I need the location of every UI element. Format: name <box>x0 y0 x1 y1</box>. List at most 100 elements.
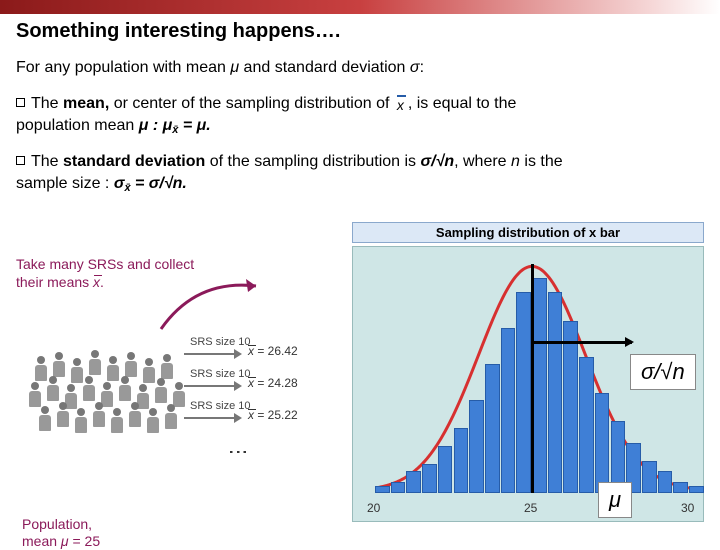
bullet-sd: The standard deviation of the sampling d… <box>0 149 720 207</box>
bullet-icon <box>16 98 25 107</box>
srs-value: x = 25.22 <box>248 408 298 422</box>
person-icon <box>160 354 174 380</box>
person-icon <box>38 406 52 432</box>
srs-row: SRS size 10 x = 25.22 <box>184 402 354 434</box>
histogram-bar <box>642 461 657 493</box>
xbar-icon: x <box>394 93 408 111</box>
histogram-bar <box>673 482 688 493</box>
sigma-symbol: σ <box>410 59 420 76</box>
axis-tick-label: 25 <box>524 501 537 515</box>
b2-t9: σ <box>114 175 125 192</box>
histogram-bar <box>469 400 484 493</box>
srs-arrows: SRS size 10 x = 26.42 SRS size 10 x = 24… <box>184 338 354 434</box>
person-icon <box>124 352 138 378</box>
srs-size-label: SRS size 10 <box>190 368 251 380</box>
person-icon <box>88 350 102 376</box>
header-accent-bar <box>0 0 720 14</box>
sigma-arrow-icon <box>532 341 632 344</box>
histogram-bar <box>516 292 531 493</box>
b1-t1: The <box>31 95 63 112</box>
mu-label: μ <box>598 482 632 518</box>
person-icon <box>56 402 70 428</box>
take-line1: Take many SRSs and collect <box>16 256 194 272</box>
person-icon <box>82 376 96 402</box>
srs-value: x = 24.28 <box>248 376 298 390</box>
histogram-bar <box>485 364 500 493</box>
axis-tick-label: 30 <box>681 501 694 515</box>
histogram-bar <box>501 328 516 493</box>
person-icon <box>92 402 106 428</box>
person-icon <box>74 408 88 434</box>
person-icon <box>52 352 66 378</box>
histogram-bar <box>406 471 421 493</box>
person-icon <box>118 376 132 402</box>
b2-t2: standard deviation <box>63 153 205 170</box>
bullet-icon <box>16 156 25 165</box>
person-icon <box>146 408 160 434</box>
histogram-bar <box>532 278 547 493</box>
histogram-bar <box>422 464 437 493</box>
b1-t3: or center of the sampling distribution o… <box>109 95 394 112</box>
arrow-to-plot-icon <box>156 274 266 334</box>
person-icon <box>110 408 124 434</box>
b2-t10: = σ/√n. <box>131 175 187 192</box>
b1-t4: , is equal to the <box>408 95 517 112</box>
intro-p1: For any population with mean <box>16 59 230 76</box>
srs-size-label: SRS size 10 <box>190 336 251 348</box>
histogram-bar <box>595 393 610 493</box>
srs-v0: = 26.42 <box>257 344 297 358</box>
mu-symbol: μ <box>230 59 239 76</box>
pop-l2: mean μ = 25 <box>22 533 100 549</box>
person-icon <box>46 376 60 402</box>
histogram-bar <box>438 446 453 493</box>
histogram-bar <box>548 292 563 493</box>
histogram-bar <box>454 428 469 493</box>
pop-l1: Population, <box>22 516 92 532</box>
bullet-mean: The mean, or center of the sampling dist… <box>0 91 720 149</box>
b2-t4: σ/√n <box>420 153 454 170</box>
page-title: Something interesting happens…. <box>0 14 720 53</box>
histogram-bar <box>375 486 390 493</box>
b2-t3: of the sampling distribution is <box>205 153 420 170</box>
histogram-bar <box>658 471 673 493</box>
person-icon <box>128 402 142 428</box>
axis-tick-label: 20 <box>367 501 380 515</box>
histogram-bar <box>689 486 704 493</box>
arrow-right-icon <box>184 414 242 422</box>
ellipsis-icon: ⋮ <box>226 442 250 464</box>
population-label: Population, mean μ = 25 <box>22 516 100 550</box>
b2-t6: n <box>511 153 520 170</box>
population-illustration: Take many SRSs and collect their means x… <box>16 256 336 526</box>
intro-p2: and standard deviation <box>239 59 410 76</box>
b2-t1: The <box>31 153 63 170</box>
histogram-bar <box>563 321 578 493</box>
histogram-bar <box>391 482 406 493</box>
plot-title: Sampling distribution of x bar <box>352 222 704 243</box>
person-icon <box>28 382 42 408</box>
srs-row: SRS size 10 x = 24.28 <box>184 370 354 402</box>
srs-v2: = 25.22 <box>257 408 297 422</box>
srs-row: SRS size 10 x = 26.42 <box>184 338 354 370</box>
histogram-bar <box>579 357 594 493</box>
intro-p3: : <box>420 59 424 76</box>
b2-t7: is the <box>520 153 563 170</box>
b2-t5: , where <box>454 153 511 170</box>
srs-size-label: SRS size 10 <box>190 400 251 412</box>
mean-line <box>531 264 534 493</box>
b1-t7: = μ. <box>178 117 210 134</box>
b2-t8: sample size : <box>16 175 114 192</box>
sigma-over-root-n-label: σ/√n <box>630 354 696 390</box>
srs-value: x = 26.42 <box>248 344 298 358</box>
srs-v1: = 24.28 <box>257 376 297 390</box>
arrow-right-icon <box>184 350 242 358</box>
b1-t5: population mean <box>16 117 139 134</box>
b1-t6: μ : μ <box>139 117 173 134</box>
arrow-right-icon <box>184 382 242 390</box>
person-icon <box>164 404 178 430</box>
intro-text: For any population with mean μ and stand… <box>0 53 720 91</box>
take-line2: their means x. <box>16 274 104 290</box>
b1-t2: mean, <box>63 95 109 112</box>
crowd-icon <box>24 346 184 446</box>
person-icon <box>154 378 168 404</box>
figure-area: Sampling distribution of x bar Take many… <box>16 230 704 530</box>
